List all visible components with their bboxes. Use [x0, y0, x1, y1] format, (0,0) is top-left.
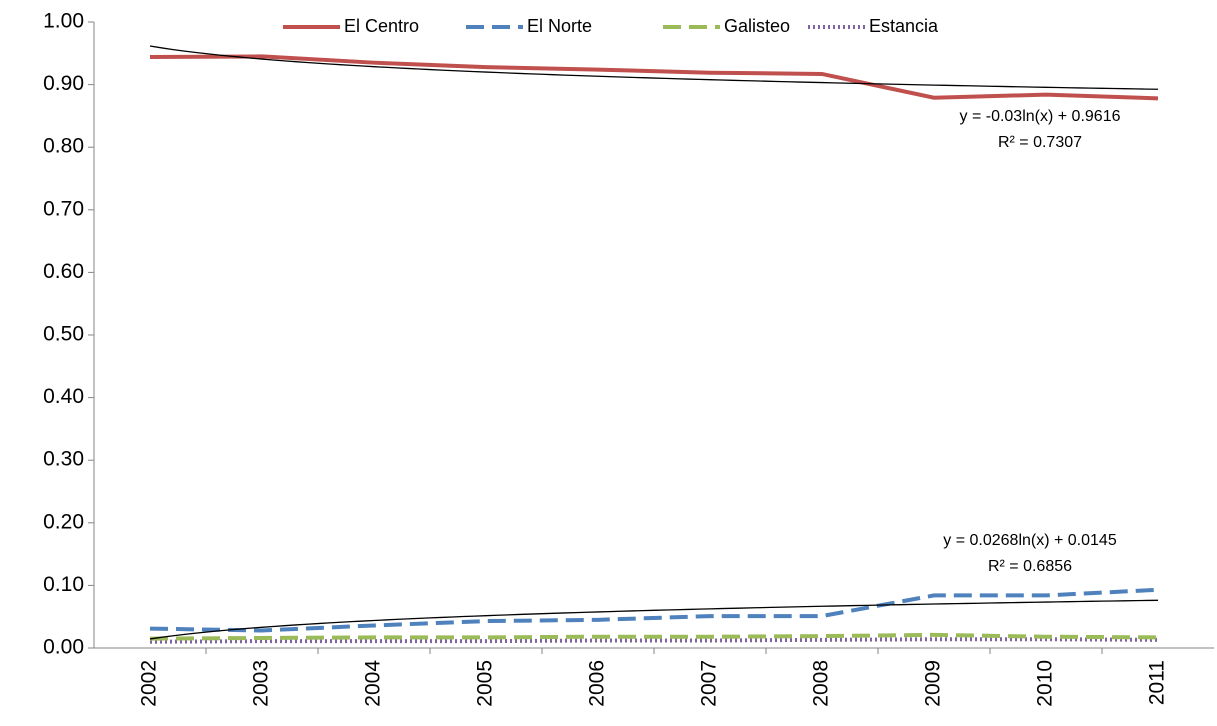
series-line: [149, 632, 1159, 641]
series-line: [149, 587, 1159, 633]
legend-label: Estancia: [869, 16, 939, 36]
x-tick-label: 2008: [810, 660, 833, 707]
x-tick-label: 2002: [138, 660, 161, 707]
y-tick-label: 1.00: [43, 10, 84, 33]
y-tick-label: 0.60: [43, 260, 84, 283]
trendline: [149, 45, 1159, 90]
x-tick-label: 2003: [250, 660, 273, 707]
legend-label: El Norte: [527, 16, 592, 36]
x-tick-label: 2009: [922, 660, 945, 707]
y-tick-label: 0.20: [43, 510, 84, 533]
y-tick-label: 0.30: [43, 448, 84, 471]
x-tick-label: 2010: [1034, 660, 1057, 707]
x-tick-label: 2004: [362, 660, 385, 707]
trendline-r2: R² = 0.7307: [998, 134, 1082, 151]
y-tick-label: 0.70: [43, 197, 84, 220]
x-tick-label: 2005: [474, 660, 497, 707]
y-tick-label: 0.00: [43, 636, 84, 659]
x-tick-label: 2006: [586, 660, 609, 707]
trendline-equation: y = -0.03ln(x) + 0.9616: [960, 108, 1121, 125]
x-tick-label: 2007: [698, 660, 721, 707]
x-tick-label: 2011: [1146, 660, 1169, 705]
series-line: [149, 637, 1159, 644]
y-tick-label: 0.80: [43, 135, 84, 158]
y-tick-label: 0.10: [43, 573, 84, 596]
trendline: [149, 599, 1159, 640]
legend-label: El Centro: [344, 16, 419, 36]
trendline-equation: y = 0.0268ln(x) + 0.0145: [943, 532, 1117, 549]
y-tick-label: 0.50: [43, 323, 84, 346]
legend-label: Galisteo: [724, 16, 790, 36]
series-line: [149, 54, 1159, 101]
y-tick-label: 0.40: [43, 385, 84, 408]
y-tick-label: 0.90: [43, 72, 84, 95]
trendline-r2: R² = 0.6856: [988, 558, 1072, 575]
